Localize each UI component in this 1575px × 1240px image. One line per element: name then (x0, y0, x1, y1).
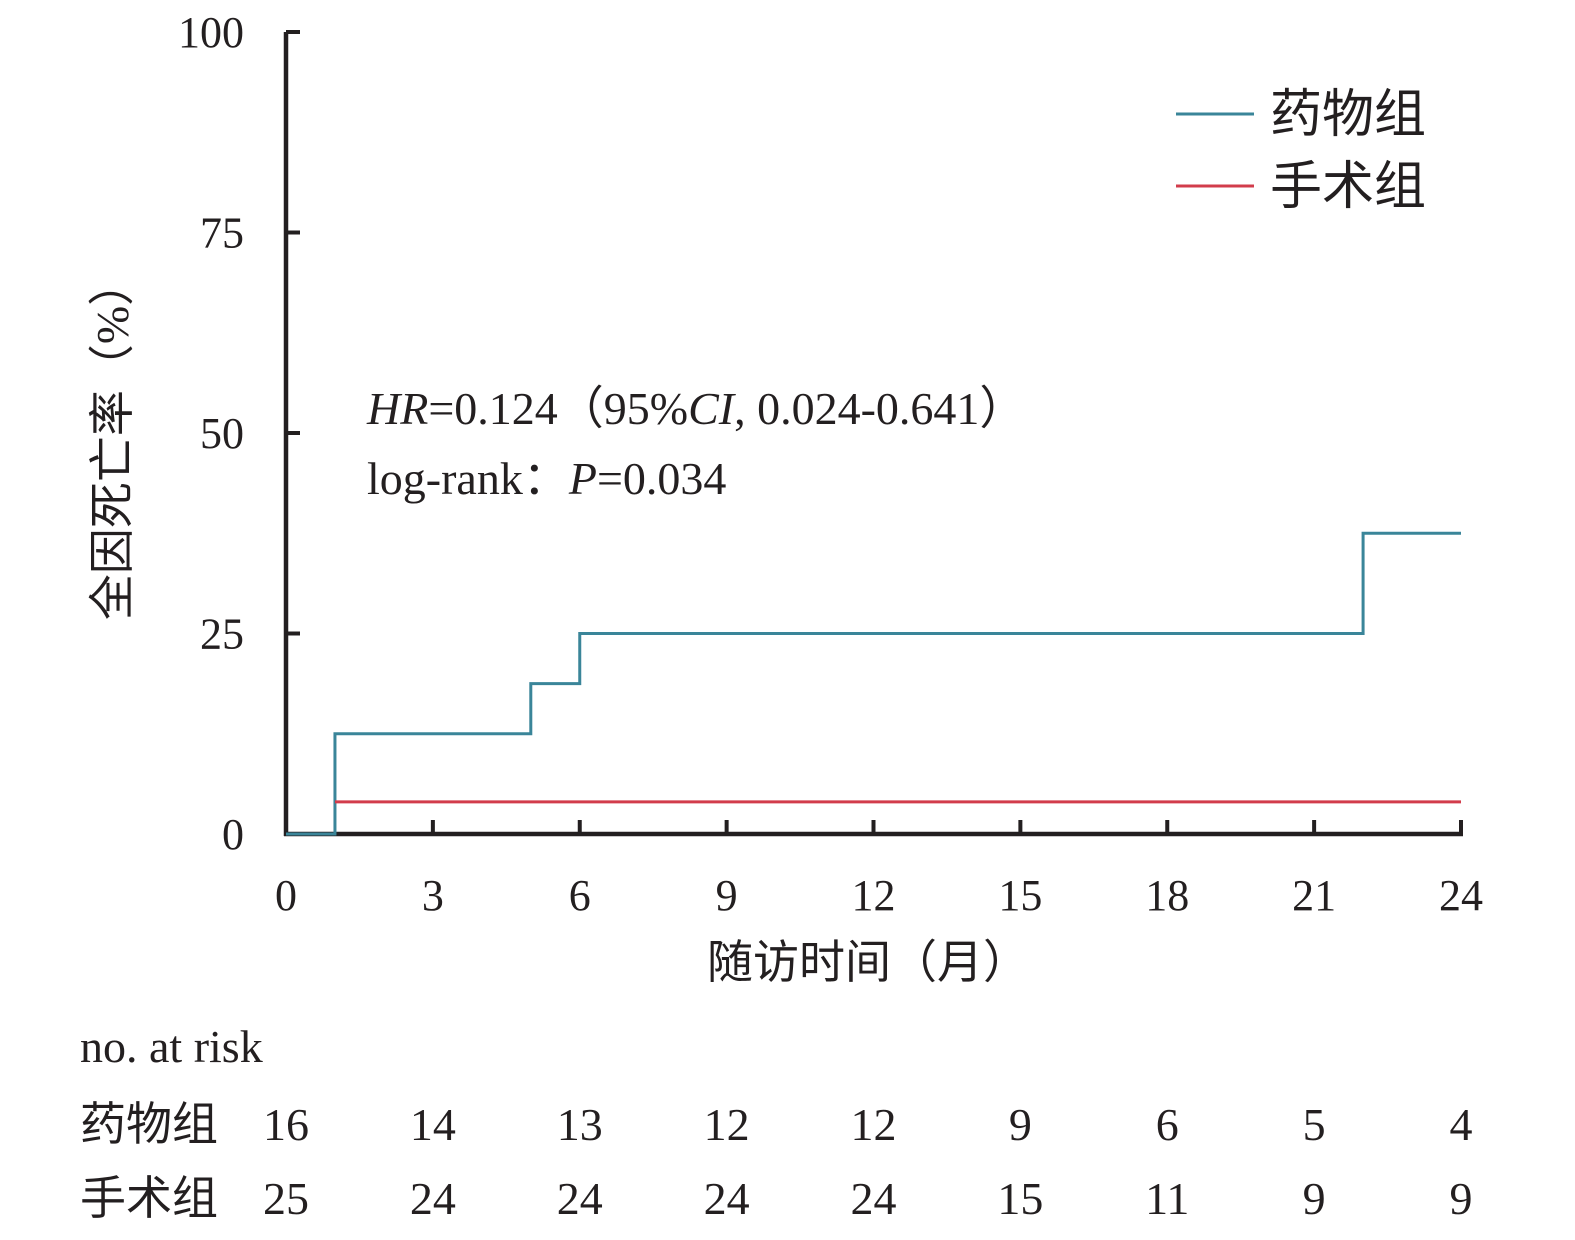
risk-value: 9 (1303, 1173, 1326, 1224)
risk-value: 13 (557, 1099, 603, 1150)
x-tick-label: 24 (1439, 871, 1483, 920)
risk-value: 15 (997, 1173, 1043, 1224)
risk-value: 9 (1009, 1099, 1032, 1150)
axes (283, 30, 1463, 837)
x-tick-label: 15 (998, 871, 1042, 920)
x-tick-label: 18 (1145, 871, 1189, 920)
y-tick-label: 50 (200, 409, 244, 458)
risk-value: 6 (1156, 1099, 1179, 1150)
risk-value: 16 (263, 1099, 309, 1150)
ci-label: CI (688, 383, 737, 434)
legend-label-surgery: 手术组 (1270, 159, 1426, 216)
y-tick-label: 25 (200, 610, 244, 659)
legend-label-drug: 药物组 (1270, 87, 1426, 144)
y-tick-label: 75 (200, 209, 244, 258)
tick-labels: 0 25 50 75 100 0 3 6 9 12 15 18 21 24 (178, 8, 1483, 920)
risk-row-label-surgery: 手术组 (80, 1173, 218, 1224)
x-tick-label: 21 (1292, 871, 1336, 920)
risk-value: 12 (851, 1099, 897, 1150)
legend: 药物组 手术组 (1176, 87, 1426, 216)
risk-value: 5 (1303, 1099, 1326, 1150)
hr-value: =0.124（95% (428, 383, 688, 434)
risk-value: 9 (1450, 1173, 1473, 1224)
risk-value: 24 (704, 1173, 750, 1224)
x-tick-label: 6 (569, 871, 591, 920)
ci-value: , 0.024-0.641） (734, 383, 1025, 434)
p-value: =0.034 (597, 453, 726, 504)
series-line-drug (286, 531, 1461, 836)
risk-value: 24 (851, 1173, 897, 1224)
risk-value: 4 (1450, 1099, 1473, 1150)
x-axis-title: 随访时间（月） (707, 937, 1029, 988)
risk-table: no. at risk 药物组 手术组 16 14 13 12 12 9 6 5 4 25 24 24… (80, 1021, 1473, 1224)
risk-value: 24 (557, 1173, 603, 1224)
risk-value: 25 (263, 1173, 309, 1224)
risk-row-label-drug: 药物组 (80, 1099, 218, 1150)
x-tick-label: 9 (716, 871, 738, 920)
risk-value: 24 (410, 1173, 456, 1224)
hr-label: HR (366, 383, 428, 434)
y-tick-label: 0 (222, 810, 244, 859)
risk-table-title: no. at risk (80, 1021, 263, 1072)
p-label: P (568, 453, 597, 504)
y-tick-label: 100 (178, 8, 244, 57)
x-tick-label: 12 (852, 871, 896, 920)
x-tick-label: 0 (275, 871, 297, 920)
risk-value: 14 (410, 1099, 456, 1150)
risk-value: 11 (1145, 1173, 1189, 1224)
logrank-label: log-rank： (367, 453, 569, 504)
x-tick-label: 3 (422, 871, 444, 920)
y-axis-title: 全因死亡率（%） (87, 260, 138, 620)
series-lines (286, 531, 1461, 836)
logrank-annotation: log-rank：P=0.034 (367, 453, 726, 504)
risk-values: 16 14 13 12 12 9 6 5 4 25 24 24 24 24 15 11 9 9 (263, 1099, 1473, 1224)
hazard-ratio-annotation: HR=0.124（95%CI, 0.024-0.641） (366, 383, 1025, 434)
risk-value: 12 (704, 1099, 750, 1150)
